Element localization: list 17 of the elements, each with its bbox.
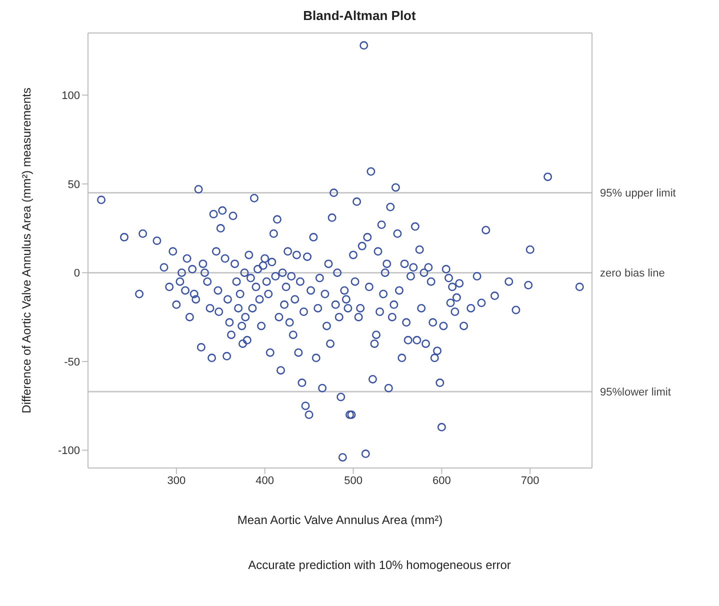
chart-title: Bland-Altman Plot bbox=[302, 8, 417, 25]
ref-line-label: 95% upper limit bbox=[600, 188, 676, 200]
y-tick-label: 100 bbox=[62, 90, 80, 102]
y-tick-label: -50 bbox=[64, 356, 80, 368]
y-tick-label: 0 bbox=[74, 268, 80, 280]
x-tick-label: 400 bbox=[256, 474, 274, 487]
ref-line-label: 95%lower limit bbox=[600, 386, 671, 399]
text: Accurate prediction with 10% homogeneous error bbox=[247, 558, 512, 572]
ref-line-label: zero bias line bbox=[600, 268, 665, 280]
y-tick-label: 50 bbox=[68, 178, 80, 191]
x-tick-label: 300 bbox=[167, 474, 186, 487]
y-tick-label: -100 bbox=[58, 445, 80, 458]
x-tick-label: 500 bbox=[344, 474, 362, 487]
x-tick-label: 700 bbox=[520, 474, 540, 487]
x-tick-label: 600 bbox=[432, 474, 451, 487]
y-axis-title: Difference of Aortic Valve Annulus Area (mm²) measurements bbox=[19, 88, 34, 414]
x-axis-title: Mean Aortic Valve Annulus Area (mm²) bbox=[237, 513, 443, 527]
